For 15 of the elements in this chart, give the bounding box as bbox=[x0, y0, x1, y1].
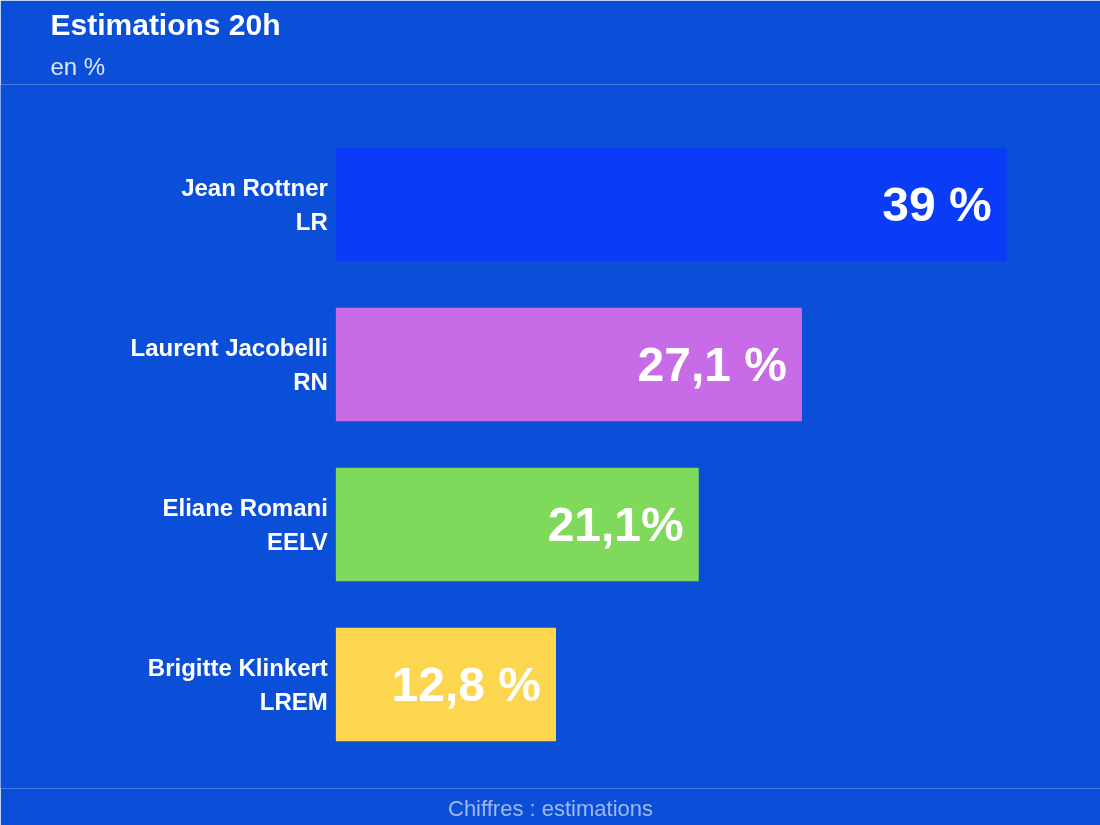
y-tick-label: Jean Rottner LR bbox=[181, 174, 328, 235]
bar bbox=[335, 627, 556, 742]
bar bbox=[335, 467, 699, 582]
data-label: 27,1 % bbox=[637, 338, 787, 391]
data-label: 21,1% bbox=[547, 498, 684, 551]
data-label: 39 % bbox=[882, 178, 992, 231]
data-label: 12,8 % bbox=[391, 658, 541, 711]
bar bbox=[335, 307, 802, 422]
bar bbox=[335, 147, 1007, 262]
y-tick-label: Laurent Jacobelli RN bbox=[130, 334, 328, 395]
y-tick-label: Brigitte Klinkert LREM bbox=[147, 654, 328, 715]
text: en % bbox=[50, 52, 106, 80]
y-tick-label: Eliane Romani EELV bbox=[162, 494, 328, 555]
chart-title: Estimations 20h bbox=[50, 7, 281, 41]
text: Chiffres : estimations bbox=[448, 795, 654, 821]
